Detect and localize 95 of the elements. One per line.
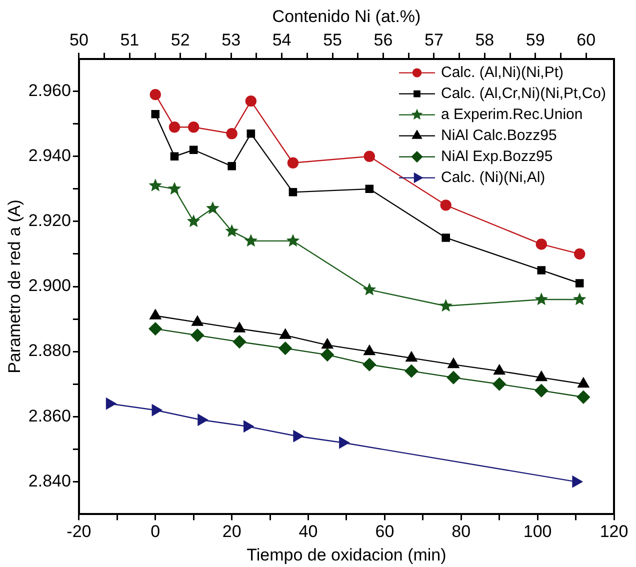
point	[244, 420, 254, 432]
point	[578, 377, 590, 388]
point	[228, 162, 236, 170]
point	[293, 430, 304, 442]
point	[152, 404, 162, 416]
point	[439, 299, 452, 312]
point	[287, 157, 299, 168]
legend-label: Calc. (Al,Cr,Ni)(Ni,Pt,Co)	[440, 84, 606, 102]
point	[492, 377, 506, 391]
point	[225, 224, 238, 237]
point	[446, 370, 460, 384]
point	[192, 316, 204, 326]
point	[572, 292, 586, 306]
legend-label: Calc. (Al,Ni)(Ni,Pt)	[440, 64, 564, 81]
x-tick-label: 60	[375, 522, 394, 542]
x2-tick-label: 58	[475, 30, 494, 50]
point	[186, 214, 200, 228]
x2-axis-title: Contenido Ni (at.%)	[272, 6, 421, 26]
point	[537, 266, 546, 274]
legend-label: NiAl Exp.Bozz95	[440, 148, 553, 165]
y-tick-label: 2.940	[28, 146, 71, 166]
point	[246, 129, 256, 138]
point	[406, 351, 418, 362]
y-axis-title: Parametro de red a (A)	[4, 200, 24, 374]
point	[322, 338, 334, 349]
point	[320, 348, 334, 362]
point	[150, 88, 161, 100]
point	[362, 282, 376, 296]
point	[536, 370, 548, 382]
point	[189, 146, 198, 154]
legend-label: NiAl Calc.Bozz95	[440, 126, 557, 144]
point	[232, 335, 246, 348]
x-tick-label: 100	[523, 522, 552, 542]
legend-label: Calc. (Ni)(Ni,Al)	[440, 168, 546, 186]
y-tick-label: 2.960	[28, 81, 71, 100]
x-tick-label: 40	[298, 522, 318, 542]
point	[151, 110, 160, 118]
point	[150, 309, 162, 320]
point	[198, 414, 208, 426]
point	[206, 201, 220, 214]
y-tick-label: 2.920	[28, 211, 71, 230]
x2-tick-label: 59	[526, 30, 545, 50]
point	[190, 328, 204, 342]
point	[574, 248, 586, 260]
x2-tick-label: 52	[170, 30, 190, 50]
x-tick-label: 120	[600, 522, 628, 542]
x2-tick-label: 55	[323, 30, 342, 50]
point	[148, 322, 162, 336]
point	[168, 182, 182, 195]
point	[234, 322, 246, 332]
point	[339, 436, 350, 448]
x2-tick-label: 50	[69, 30, 88, 50]
point	[536, 238, 547, 250]
point	[170, 152, 179, 161]
point	[245, 95, 257, 107]
point	[534, 384, 548, 398]
point	[288, 188, 298, 196]
x2-tick-label: 56	[374, 30, 393, 50]
point	[572, 476, 582, 488]
point	[188, 122, 200, 133]
point	[362, 358, 376, 372]
point	[534, 292, 548, 306]
legend-label: a Experim.Rec.Union	[440, 106, 583, 123]
x2-tick-label: 57	[424, 30, 444, 50]
point	[106, 398, 116, 410]
point	[575, 279, 584, 288]
point	[148, 178, 162, 192]
x-tick-label: 20	[222, 522, 242, 542]
y-tick-label: 2.840	[28, 471, 71, 490]
point	[365, 184, 374, 194]
x2-tick-label: 51	[120, 30, 140, 50]
point	[576, 390, 590, 404]
x-tick-label: 80	[452, 522, 471, 542]
point	[364, 344, 376, 356]
x2-tick-label: 60	[576, 30, 596, 50]
x2-tick-label: 54	[272, 30, 292, 50]
x-axis-title: Tiempo de oxidacion (min)	[246, 545, 446, 564]
x-tick-label: 0	[150, 522, 160, 542]
point	[226, 128, 238, 140]
x-tick-label: -20	[66, 522, 92, 542]
point	[168, 122, 180, 133]
y-tick-label: 2.880	[28, 341, 71, 360]
point	[280, 328, 292, 339]
point	[404, 364, 418, 378]
point	[278, 342, 292, 355]
point	[244, 234, 258, 247]
point	[494, 364, 506, 375]
point	[448, 358, 460, 368]
y-tick-label: 2.900	[28, 276, 71, 296]
y-tick-label: 2.860	[28, 406, 71, 426]
x2-tick-label: 53	[222, 30, 241, 50]
point	[442, 234, 450, 242]
point	[364, 150, 375, 162]
point	[286, 234, 300, 247]
point	[440, 200, 452, 211]
